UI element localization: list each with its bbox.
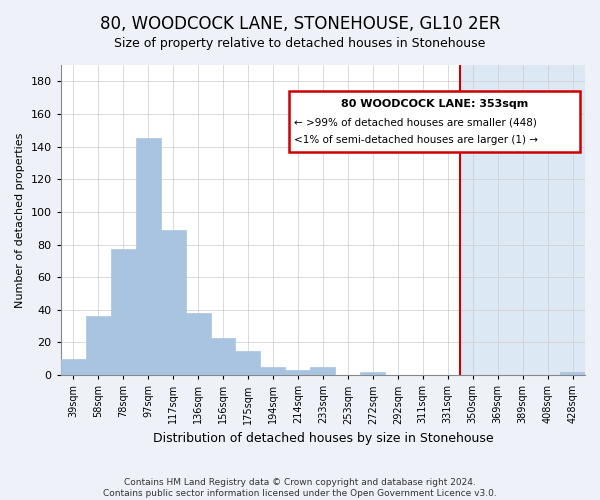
Bar	[235, 350, 260, 375]
Bar	[185, 313, 211, 375]
Bar	[61, 359, 86, 375]
Bar	[110, 250, 136, 375]
Text: ← >99% of detached houses are smaller (448): ← >99% of detached houses are smaller (4…	[294, 117, 537, 127]
X-axis label: Distribution of detached houses by size in Stonehouse: Distribution of detached houses by size …	[152, 432, 493, 445]
Bar	[86, 316, 110, 375]
Text: 80 WOODCOCK LANE: 353sqm: 80 WOODCOCK LANE: 353sqm	[341, 99, 528, 109]
Text: Size of property relative to detached houses in Stonehouse: Size of property relative to detached ho…	[115, 38, 485, 51]
Bar	[161, 230, 185, 375]
Bar	[286, 370, 310, 375]
Text: 80, WOODCOCK LANE, STONEHOUSE, GL10 2ER: 80, WOODCOCK LANE, STONEHOUSE, GL10 2ER	[100, 15, 500, 33]
Bar	[560, 372, 585, 375]
Bar	[136, 138, 161, 375]
Bar	[260, 367, 286, 375]
FancyBboxPatch shape	[289, 92, 580, 152]
Bar	[310, 367, 335, 375]
Bar	[211, 338, 235, 375]
Text: <1% of semi-detached houses are larger (1) →: <1% of semi-detached houses are larger (…	[294, 135, 538, 145]
Text: Contains HM Land Registry data © Crown copyright and database right 2024.
Contai: Contains HM Land Registry data © Crown c…	[103, 478, 497, 498]
Bar	[460, 65, 585, 375]
Y-axis label: Number of detached properties: Number of detached properties	[15, 132, 25, 308]
Bar	[361, 372, 385, 375]
